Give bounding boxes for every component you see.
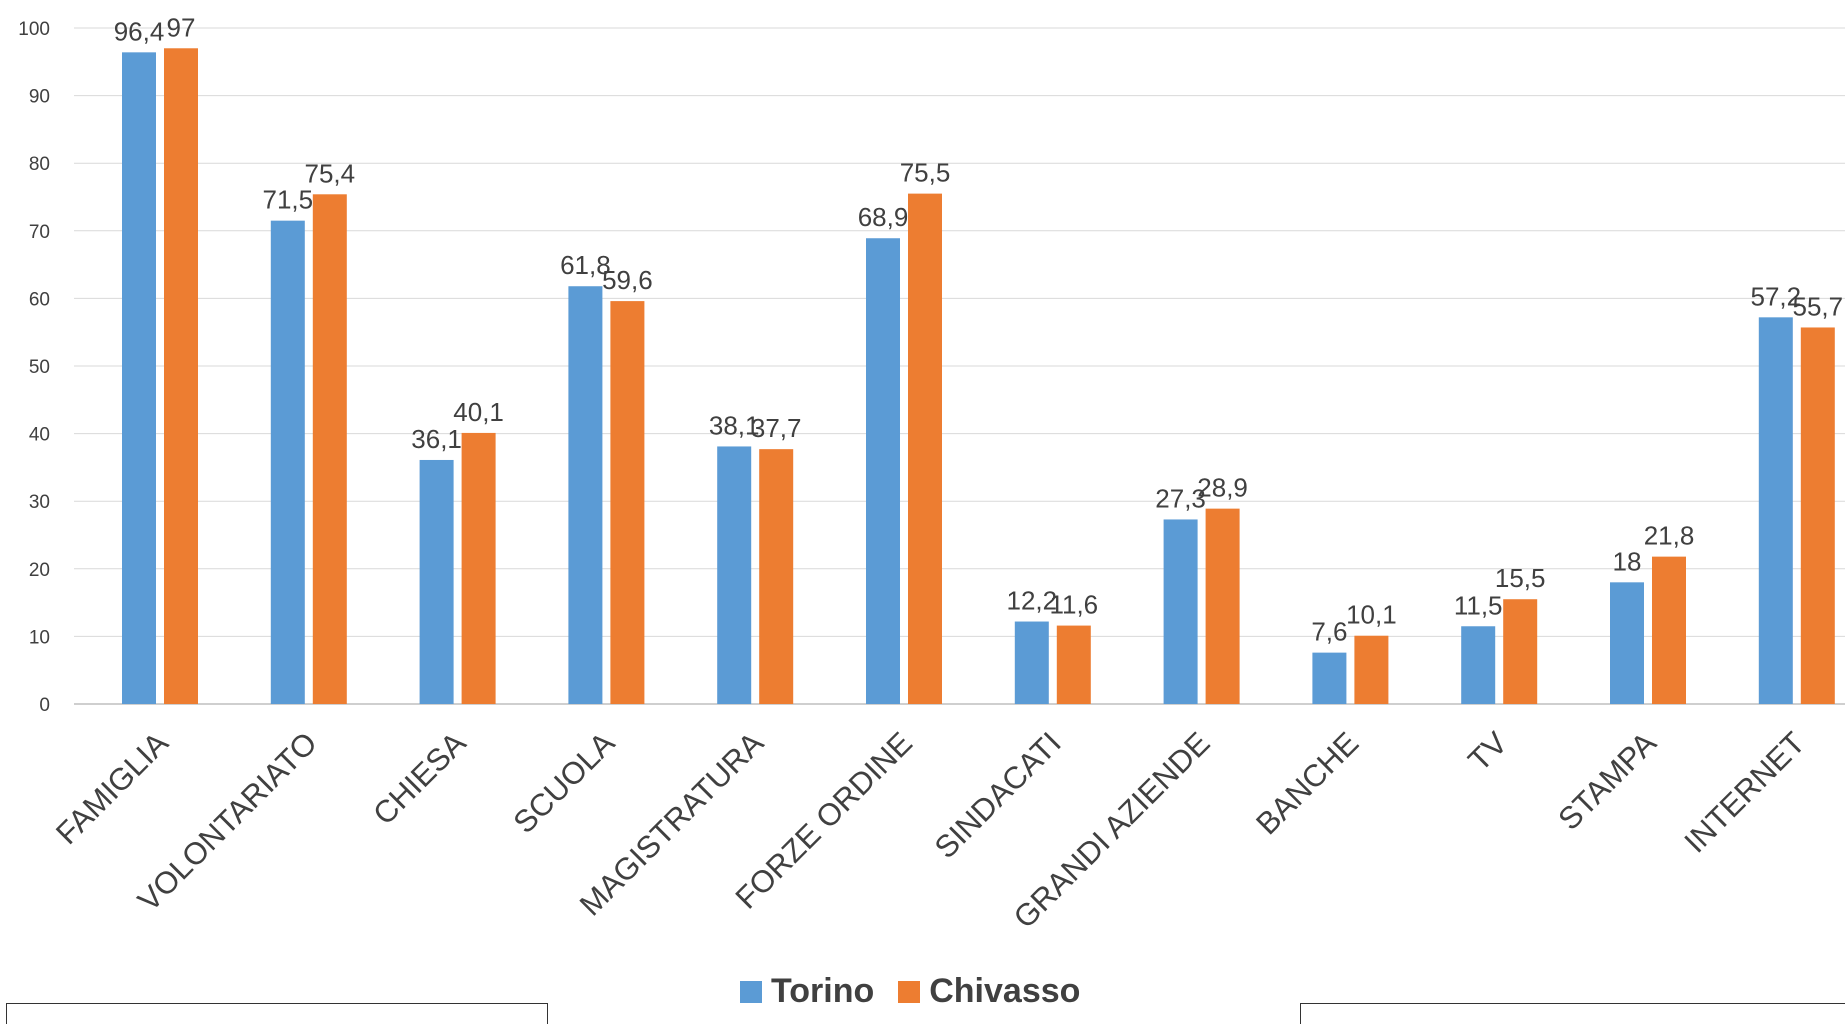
y-tick-label: 0 bbox=[39, 695, 50, 716]
category-label: SINDACATI bbox=[928, 725, 1068, 865]
bar-chivasso bbox=[461, 432, 496, 704]
y-tick-label: 20 bbox=[29, 560, 50, 581]
data-label-torino: 71,5 bbox=[262, 185, 313, 215]
bar-chivasso bbox=[164, 48, 198, 704]
data-label-chivasso: 75,4 bbox=[304, 158, 355, 188]
gridlines bbox=[74, 27, 1845, 705]
bar-chivasso bbox=[759, 449, 794, 704]
bar-torino bbox=[270, 220, 305, 704]
data-label-chivasso: 55,7 bbox=[1792, 291, 1843, 321]
bar-chivasso bbox=[1205, 508, 1240, 704]
y-tick-label: 10 bbox=[29, 627, 50, 648]
data-label-chivasso: 97 bbox=[167, 12, 196, 42]
legend-swatch-chivasso bbox=[898, 980, 921, 1003]
data-label-chivasso: 59,6 bbox=[602, 265, 653, 295]
data-label-torino: 12,2 bbox=[1006, 586, 1057, 616]
bar-chivasso bbox=[1503, 599, 1538, 704]
bars bbox=[122, 48, 1835, 704]
bar-torino bbox=[122, 52, 156, 704]
data-label-chivasso: 28,9 bbox=[1197, 473, 1248, 503]
data-labels: 96,4 97 71,575,4 36,140,1 61,859,6 38,137,7 68… bbox=[114, 12, 1843, 646]
data-label-torino: 11,5 bbox=[1454, 590, 1503, 620]
category-label: SCUOLA bbox=[506, 725, 621, 840]
data-label-torino: 38,1 bbox=[709, 410, 760, 440]
bar-chivasso bbox=[1800, 327, 1835, 704]
y-tick-label: 60 bbox=[29, 289, 50, 310]
legend-item-chivasso: Chivasso bbox=[898, 972, 1080, 1011]
legend-label-torino: Torino bbox=[771, 972, 875, 1010]
bar-torino bbox=[419, 459, 454, 704]
category-label: CHIESA bbox=[366, 725, 473, 832]
y-tick-label: 70 bbox=[29, 222, 50, 243]
left-frame-box bbox=[6, 1003, 548, 1024]
data-label-chivasso: 11,6 bbox=[1049, 590, 1098, 620]
bar-torino bbox=[1312, 652, 1347, 704]
bar-torino bbox=[1610, 582, 1644, 704]
data-label-torino: 7,6 bbox=[1311, 617, 1347, 647]
bar-torino bbox=[1461, 626, 1496, 704]
bar-chivasso bbox=[610, 301, 645, 704]
legend-swatch-torino bbox=[740, 980, 762, 1003]
y-tick-label: 90 bbox=[29, 87, 50, 108]
data-label-chivasso: 10,1 bbox=[1346, 600, 1397, 630]
bar-chivasso bbox=[1056, 625, 1091, 704]
bar-torino bbox=[568, 286, 603, 704]
category-label: INTERNET bbox=[1677, 725, 1811, 859]
data-label-torino: 96,4 bbox=[114, 16, 165, 46]
bar-chivasso bbox=[1354, 635, 1389, 704]
category-label: STAMPA bbox=[1551, 725, 1663, 837]
bar-torino bbox=[866, 238, 900, 704]
data-label-chivasso: 75,5 bbox=[900, 158, 951, 188]
bar-chivasso bbox=[312, 194, 347, 704]
bar-torino bbox=[1758, 317, 1793, 704]
y-tick-label: 30 bbox=[29, 492, 50, 513]
data-label-chivasso: 21,8 bbox=[1644, 521, 1695, 551]
data-label-chivasso: 15,5 bbox=[1495, 563, 1546, 593]
legend: Torino Chivasso bbox=[740, 972, 1104, 1011]
data-label-torino: 61,8 bbox=[560, 250, 611, 280]
bar-torino bbox=[1014, 621, 1049, 704]
data-label-torino: 27,3 bbox=[1155, 483, 1206, 513]
data-label-torino: 18 bbox=[1613, 546, 1642, 576]
data-label-chivasso: 37,7 bbox=[751, 413, 802, 443]
legend-item-torino: Torino bbox=[740, 972, 874, 1011]
y-tick-label: 50 bbox=[29, 357, 50, 378]
right-frame-box bbox=[1300, 1003, 1845, 1024]
bar-chivasso bbox=[908, 193, 942, 704]
category-label: FAMIGLIA bbox=[49, 725, 175, 851]
y-tick-label: 100 bbox=[18, 19, 50, 40]
legend-label-chivasso: Chivasso bbox=[929, 972, 1081, 1010]
data-label-chivasso: 40,1 bbox=[453, 397, 504, 427]
data-label-torino: 68,9 bbox=[858, 202, 909, 232]
category-label: TV bbox=[1461, 725, 1514, 778]
bar-chivasso bbox=[1652, 556, 1686, 704]
data-label-torino: 36,1 bbox=[411, 424, 462, 454]
category-label: BANCHE bbox=[1249, 725, 1365, 841]
y-tick-label: 80 bbox=[29, 154, 50, 175]
y-tick-label: 40 bbox=[29, 425, 50, 446]
bar-torino bbox=[1163, 519, 1198, 704]
bar-torino bbox=[717, 446, 752, 704]
data-label-torino: 57,2 bbox=[1750, 281, 1801, 311]
y-axis-ticks: 0 10 20 30 40 50 60 70 80 90 100 bbox=[18, 19, 50, 716]
